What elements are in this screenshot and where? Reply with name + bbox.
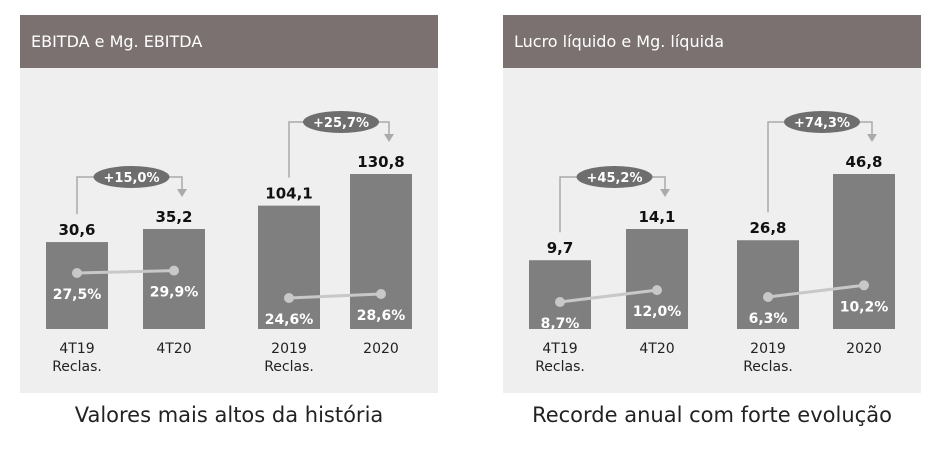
margin-line bbox=[76, 269, 175, 275]
margin-label: 27,5% bbox=[53, 287, 102, 303]
category-label: 4T20 bbox=[639, 341, 674, 357]
bar-0-1 bbox=[143, 229, 205, 329]
value-label: 14,1 bbox=[638, 208, 675, 226]
margin-point bbox=[72, 268, 82, 278]
growth-label: +74,3% bbox=[794, 116, 850, 131]
lucro-caption: Recorde anual com forte evolução bbox=[532, 403, 892, 427]
margin-point bbox=[376, 289, 386, 299]
growth-badge bbox=[784, 111, 860, 133]
ebitda-caption: Valores mais altos da história bbox=[74, 403, 384, 427]
ebitda-panel: EBITDA e Mg. EBITDA 4T19 Reclas. 4T20 30,6 3… bbox=[20, 15, 438, 393]
value-label: 46,8 bbox=[845, 153, 882, 171]
value-label: 35,2 bbox=[155, 208, 192, 226]
bar-1-0 bbox=[737, 240, 799, 329]
bar-1-0 bbox=[258, 205, 320, 329]
bar-0-0 bbox=[46, 242, 108, 329]
ebitda-chart: 4T19 Reclas. 4T20 30,6 35,2 27,5% 29,9% +15,0% 2… bbox=[46, 111, 412, 375]
margin-point bbox=[555, 297, 565, 307]
value-label: 30,6 bbox=[58, 221, 95, 239]
margin-label: 6,3% bbox=[749, 311, 788, 327]
value-label: 26,8 bbox=[749, 219, 786, 237]
margin-point bbox=[169, 265, 179, 276]
margin-point bbox=[859, 280, 869, 291]
growth-badge bbox=[93, 166, 170, 188]
margin-point bbox=[284, 293, 294, 303]
category-label: 2019 Reclas. bbox=[264, 341, 314, 375]
bar-1-1 bbox=[833, 174, 895, 329]
growth-arrow-icon bbox=[384, 134, 394, 142]
value-label: 130,8 bbox=[357, 153, 404, 171]
margin-label: 8,7% bbox=[541, 316, 580, 332]
bar-0-1 bbox=[626, 229, 688, 329]
margin-point bbox=[763, 292, 773, 302]
margin-line bbox=[767, 283, 865, 299]
lucro-chart: 4T19 Reclas. 4T20 9,7 14,1 8,7% 12,0% +45,2% 201… bbox=[529, 111, 895, 375]
bar-1-1 bbox=[350, 174, 412, 329]
lucro-panel: Lucro líquido e Mg. líquida 4T19 Reclas. 4… bbox=[503, 15, 921, 393]
margin-label: 24,6% bbox=[265, 312, 314, 328]
growth-label: +45,2% bbox=[587, 171, 643, 186]
category-label: 2019 Reclas. bbox=[743, 341, 793, 375]
growth-badge bbox=[303, 111, 379, 133]
growth-label: +25,7% bbox=[313, 116, 369, 131]
growth-badge bbox=[576, 166, 653, 188]
lucro-panel-title: Lucro líquido e Mg. líquida bbox=[503, 15, 921, 68]
value-label: 9,7 bbox=[547, 239, 574, 257]
growth-arrow-icon bbox=[177, 189, 187, 197]
margin-label: 29,9% bbox=[150, 285, 199, 301]
margin-label: 10,2% bbox=[840, 299, 889, 315]
margin-line bbox=[288, 292, 382, 300]
margin-label: 12,0% bbox=[633, 304, 682, 320]
growth-arrow-icon bbox=[660, 189, 670, 197]
bar-0-0 bbox=[529, 260, 591, 329]
category-label: 2020 bbox=[363, 341, 399, 357]
margin-point bbox=[652, 285, 662, 296]
margin-label: 28,6% bbox=[357, 308, 406, 324]
category-label: 4T19 Reclas. bbox=[52, 341, 102, 375]
category-label: 2020 bbox=[846, 341, 882, 357]
category-label: 4T20 bbox=[156, 341, 191, 357]
value-label: 104,1 bbox=[265, 185, 312, 203]
category-label: 4T19 Reclas. bbox=[535, 341, 585, 375]
growth-arrow-icon bbox=[867, 134, 877, 142]
growth-label: +15,0% bbox=[104, 171, 160, 186]
ebitda-panel-title: EBITDA e Mg. EBITDA bbox=[20, 15, 438, 68]
margin-line bbox=[559, 288, 658, 304]
